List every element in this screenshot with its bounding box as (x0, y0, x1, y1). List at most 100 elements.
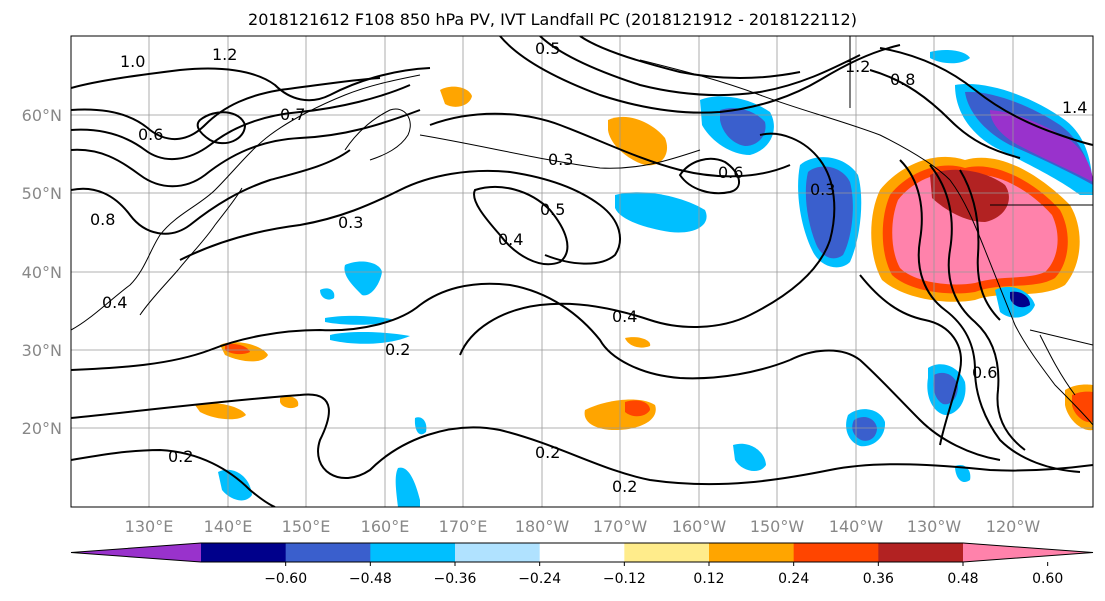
longitude-label: 150°E (282, 517, 331, 536)
positive-anomaly-region (280, 396, 299, 409)
negative-anomaly-region (615, 192, 707, 233)
longitude-label: 170°E (439, 517, 488, 536)
contour-label: 0.3 (548, 150, 573, 169)
negative-anomaly-region (990, 110, 1093, 182)
contour-label: 0.6 (138, 125, 163, 144)
negative-anomaly-region (1010, 291, 1030, 308)
negative-anomaly-region (320, 288, 335, 300)
positive-anomaly-region (225, 343, 250, 355)
pv-contour-line (579, 36, 801, 79)
colorbar-extend-high (963, 543, 1093, 562)
pv-contour-line (678, 157, 740, 195)
pv-contour-line (71, 448, 276, 507)
contour-label: 0.6 (718, 163, 743, 182)
longitude-label: 160°E (361, 517, 410, 536)
longitude-label: 150°W (750, 517, 805, 536)
pv-contour-line (71, 109, 421, 188)
map-frame (70, 35, 1094, 508)
positive-anomaly-region (440, 86, 472, 107)
positive-anomaly-region (1072, 391, 1093, 423)
colorbar-segment (285, 543, 371, 562)
contour-label: 0.5 (540, 200, 565, 219)
pv-contour-line (429, 112, 791, 178)
contour-label: 1.0 (120, 52, 145, 71)
contour-label: 1.2 (212, 45, 237, 64)
contour-label: 1.4 (1062, 98, 1087, 117)
longitude-label: 140°W (829, 517, 884, 536)
negative-anomaly-region (325, 315, 395, 325)
colorbar-tick-label: 0.36 (863, 571, 894, 587)
pv-contour-line (959, 169, 1001, 321)
colorbar-tick-label: 0.12 (693, 571, 724, 587)
positive-anomaly-region (892, 173, 1058, 285)
latitude-label: 40°N (22, 263, 62, 282)
colorbar-segment (709, 543, 795, 562)
contour-label: 0.8 (890, 70, 915, 89)
pv-contour-line (71, 67, 431, 102)
contour-label: 0.8 (90, 210, 115, 229)
pv-contour-line (196, 111, 247, 145)
latitude-label: 30°N (22, 341, 62, 360)
pv-contours (71, 36, 1093, 507)
negative-anomaly-region (395, 467, 420, 507)
colorbar-tick-label: −0.36 (434, 571, 477, 587)
latitude-label: 50°N (22, 184, 62, 203)
colorbar-tick-label: 0.24 (778, 571, 809, 587)
pv-contour-line (789, 349, 1001, 461)
coastline-asia (71, 74, 421, 331)
pv-contour-line (71, 149, 351, 235)
colorbar-tick-label: 0.48 (947, 571, 978, 587)
latitude-axis: 60°N 50°N 40°N 30°N 20°N (22, 106, 62, 438)
colorbar-segment (201, 543, 287, 562)
coastline-baja (1039, 334, 1076, 396)
coastline-aleutians (419, 134, 701, 169)
pv-contour-line (459, 132, 836, 356)
contour-label: 0.2 (168, 447, 193, 466)
pv-contour-line (473, 186, 569, 266)
negative-anomaly-region (720, 108, 766, 146)
contour-label: 0.5 (535, 39, 560, 58)
pv-contour-line (539, 36, 861, 97)
pv-contour-line (71, 393, 1093, 486)
longitude-label: 160°W (672, 517, 727, 536)
negative-anomaly-region (930, 50, 970, 64)
negative-anomaly-region (805, 166, 853, 259)
contour-label: 0.3 (810, 180, 835, 199)
contour-label: 1.2 (845, 57, 870, 76)
positive-anomaly-region (625, 400, 650, 417)
colorbar-tick-label: −0.24 (518, 571, 561, 587)
colorbar-segment (793, 543, 879, 562)
positive-anomaly-region (608, 116, 668, 166)
colorbar-segment (370, 543, 456, 562)
longitude-label: 130°W (907, 517, 962, 536)
pv-contour-line (71, 77, 381, 141)
contour-label: 0.4 (102, 293, 127, 312)
longitude-axis: 130°E 140°E 150°E 160°E 170°E 180°W 170°… (125, 517, 1041, 536)
negative-anomaly-region (933, 372, 958, 405)
negative-anomaly-region (414, 417, 427, 435)
colorbar-outline (70, 542, 1094, 563)
contour-label: 0.2 (612, 477, 637, 496)
colorbar-tick-label: −0.12 (603, 571, 646, 587)
latitude-label: 60°N (22, 106, 62, 125)
coastline-na-west (949, 179, 1093, 426)
positive-anomaly-region (625, 337, 651, 348)
negative-anomaly-region (733, 443, 766, 472)
colorbar-tick-label: −0.60 (264, 571, 307, 587)
map-panel: 1.0 1.2 0.5 0.6 0.8 0.7 0.3 0.6 0.3 0.4 … (70, 35, 1094, 508)
negative-anomaly-region (218, 469, 252, 501)
colorbar-tick-label: −0.48 (349, 571, 392, 587)
contour-label: 0.6 (972, 363, 997, 382)
contour-label: 0.3 (338, 213, 363, 232)
colorbar-segment (539, 543, 625, 562)
longitude-label: 120°W (986, 517, 1041, 536)
negative-anomaly-region (852, 416, 877, 441)
contour-label: 0.4 (612, 307, 637, 326)
coastline-japan (139, 187, 243, 316)
negative-anomaly-region (344, 261, 382, 296)
negative-anomaly-region (955, 464, 971, 483)
contour-label: 0.2 (385, 340, 410, 359)
contour-label: 0.2 (535, 443, 560, 462)
latitude-label: 20°N (22, 419, 62, 438)
